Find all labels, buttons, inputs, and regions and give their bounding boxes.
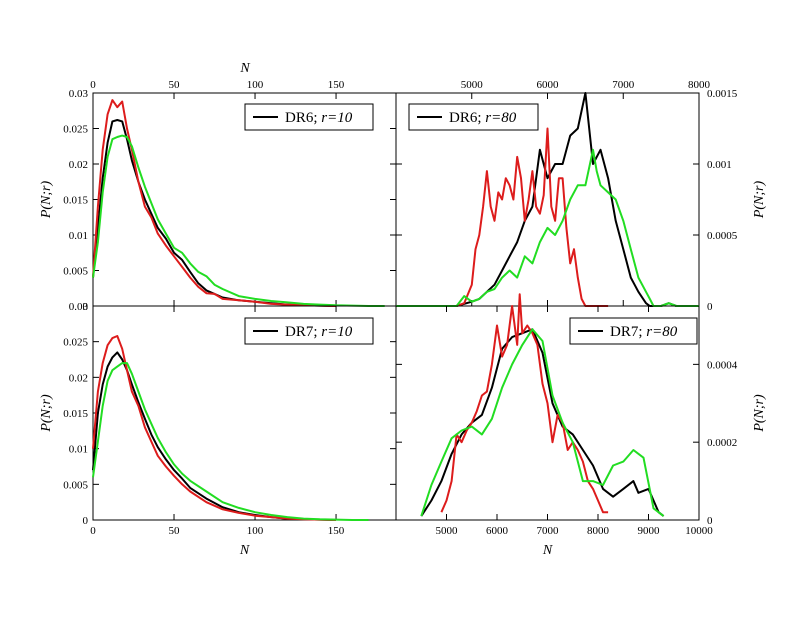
- series-line-br-0: [420, 328, 665, 517]
- y-tick-label-tl: 0.025: [63, 124, 88, 136]
- series-line-tl-0: [92, 119, 337, 307]
- x-axis-title-br: N: [542, 543, 553, 558]
- y-tick-label-tr: 0.0005: [707, 230, 738, 242]
- x-tick-label-br: 8000: [587, 525, 610, 537]
- x-tick-label-tr: 7000: [612, 79, 635, 91]
- legend-label-br: DR7; r=80: [610, 324, 678, 340]
- series-line-tr-2: [396, 148, 699, 307]
- series-line-br-1: [440, 293, 609, 514]
- y-tick-label-bl: 0.015: [63, 408, 88, 420]
- y-tick-label-tl: 0.015: [63, 195, 88, 207]
- y-tick-label-tl: 0.01: [69, 230, 88, 242]
- y-tick-label-bl: 0.025: [63, 337, 88, 349]
- x-tick-label-bl: 150: [328, 525, 345, 537]
- series-line-bl-1: [92, 335, 337, 521]
- y-tick-label-tr: 0.001: [707, 159, 732, 171]
- x-axis-title-bl: N: [239, 543, 250, 558]
- y-tick-label-br: 0: [707, 515, 713, 527]
- x-tick-label-bl: 100: [247, 525, 264, 537]
- legend-label-tr: DR6; r=80: [449, 110, 517, 126]
- x-tick-label-tr: 6000: [537, 79, 560, 91]
- x-tick-label-tl: 150: [328, 79, 345, 91]
- x-tick-label-tl: 50: [169, 79, 181, 91]
- legend-label-bl: DR7; r=10: [285, 324, 353, 340]
- y-tick-label-br: 0.0004: [707, 359, 738, 371]
- x-tick-label-br: 7000: [537, 525, 560, 537]
- x-tick-label-tl: 0: [90, 79, 96, 91]
- y-tick-label-bl: 0.01: [69, 444, 88, 456]
- y-tick-label-bl: 0: [83, 515, 89, 527]
- y-tick-label-tr: 0: [707, 301, 713, 313]
- x-tick-label-br: 10000: [685, 525, 713, 537]
- y-tick-label-bl: 0.02: [69, 372, 88, 384]
- x-tick-label-bl: 50: [169, 525, 181, 537]
- series-line-tl-2: [92, 134, 385, 307]
- series-line-tl-1: [92, 99, 337, 307]
- y-axis-title-bl: P(N;r): [39, 394, 54, 433]
- y-tick-label-tl: 0.005: [63, 266, 88, 278]
- x-tick-label-br: 9000: [638, 525, 661, 537]
- series-line-br-2: [420, 328, 665, 517]
- series-line-bl-2: [92, 362, 369, 521]
- x-tick-label-tr: 8000: [688, 79, 711, 91]
- y-axis-title-tl: P(N;r): [39, 181, 54, 220]
- y-tick-label-tl: 0: [83, 301, 89, 313]
- y-tick-label-br: 0.0002: [707, 437, 737, 449]
- x-tick-label-bl: 0: [90, 525, 96, 537]
- series-line-tr-1: [426, 127, 609, 307]
- x-tick-label-tr: 5000: [461, 79, 484, 91]
- y-tick-label-tl: 0.02: [69, 159, 88, 171]
- y-tick-label-bl: 0.03: [69, 301, 89, 313]
- y-axis-title-br: P(N;r): [752, 394, 767, 433]
- legend-label-tl: DR6; r=10: [285, 110, 353, 126]
- x-axis-title-top-tl: N: [239, 61, 250, 76]
- x-tick-label-br: 5000: [436, 525, 459, 537]
- y-axis-title-tr: P(N;r): [752, 181, 767, 220]
- x-tick-label-tl: 100: [247, 79, 264, 91]
- x-tick-label-br: 6000: [486, 525, 509, 537]
- y-tick-label-bl: 0.005: [63, 479, 88, 491]
- y-tick-label-tl: 0.03: [69, 88, 89, 100]
- y-tick-label-tr: 0.0015: [707, 88, 738, 100]
